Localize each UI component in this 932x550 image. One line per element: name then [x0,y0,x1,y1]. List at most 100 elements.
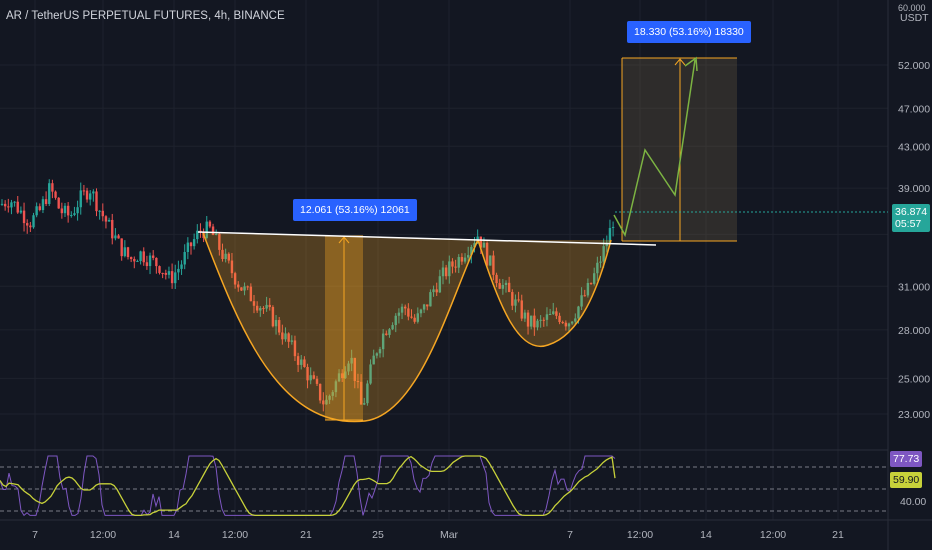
price-tick-label: 43.000 [898,141,930,153]
candle-body [152,255,155,258]
candle-body [564,322,568,327]
candle-body [460,257,464,262]
candle-body [227,253,230,261]
candle-body [104,216,108,222]
candle-body [583,295,586,297]
candle-body [492,255,495,275]
candle-body [177,268,180,273]
candle-body [397,312,401,316]
candle-body [394,315,397,326]
candle-body [366,383,369,404]
candle-body [246,286,249,288]
candle-body [51,183,54,192]
candle-body [196,230,199,240]
rsi-value-tag: 77.73 [890,451,923,467]
candle-body [438,276,442,293]
candle-body [504,282,508,285]
candle-body [0,203,4,205]
candle-body [66,205,70,216]
candle-body [265,304,268,309]
candle-body [539,319,542,321]
candle-body [101,210,104,217]
candle-body [347,363,350,372]
candle-body [262,308,265,310]
price-tick-label: 47.000 [898,103,930,115]
candle-body [237,284,240,288]
candle-body [451,261,454,267]
cup-outline [202,232,479,423]
candle-body [142,251,145,263]
projection-path [613,59,696,238]
candle-body [457,257,460,268]
candle-body [148,255,152,267]
candle-body [599,261,602,263]
candle-body [7,206,10,208]
candle-body [26,223,29,226]
time-tick-label: 7 [32,529,38,541]
candle-body [520,300,523,319]
candle-body [19,210,23,213]
candle-body [586,282,590,296]
candle-body [3,203,7,207]
candle-body [161,272,164,274]
candle-body [82,190,86,192]
candle-body [129,257,133,260]
target-measure-arrowhead [674,58,686,66]
candle-body [419,309,423,314]
candle-body [29,225,32,228]
candle-body [186,242,190,253]
chart-title: AR / TetherUS PERPETUAL FUTURES, 4h, BIN… [6,10,285,22]
candle-body [249,286,253,302]
candle-body [284,333,287,340]
cup-measure-arrowhead [338,236,350,244]
candle-body [570,321,574,324]
candle-body [192,239,196,247]
rsi-ma-value-tag: 59.90 [890,472,923,488]
candle-body [548,313,552,315]
candle-body [89,193,92,200]
candle-body [16,201,19,213]
candle-body [501,284,505,289]
candle-body [429,292,432,307]
candle-body [545,314,549,320]
candle-body [322,400,325,405]
candle-body [44,199,48,204]
candle-body [552,311,555,314]
candle-body [170,271,174,284]
price-tick-label: 25.000 [898,373,930,385]
candle-body [318,383,322,401]
candle-body [60,208,64,214]
candle-body [596,262,599,274]
candle-body [145,262,149,267]
candle-body [454,266,457,268]
candle-body [593,273,596,284]
candle-body [485,242,489,266]
time-tick-label: 25 [372,529,384,541]
candle-body [243,286,246,291]
candle-body [328,395,331,400]
price-tick-label: 28.000 [898,325,930,337]
candle-body [174,272,177,284]
time-tick-label: 12:00 [627,529,653,541]
candle-body [448,261,451,277]
candle-body [511,292,514,306]
candle-body [123,247,127,257]
candle-body [391,325,394,330]
candle-body [63,205,67,214]
candle-body [306,366,309,381]
candle-body [479,236,482,248]
candle-body [155,257,158,267]
handle-outline [477,239,612,348]
candle-body [404,306,407,309]
candle-body [435,289,438,293]
candle-body [605,242,608,247]
currency-label: USDT [900,12,929,24]
time-tick-label: Mar [440,529,459,541]
candle-body [274,320,278,327]
candle-body [375,353,379,356]
candle-body [208,221,212,227]
candle-body [233,273,237,285]
candle-body [407,308,410,317]
